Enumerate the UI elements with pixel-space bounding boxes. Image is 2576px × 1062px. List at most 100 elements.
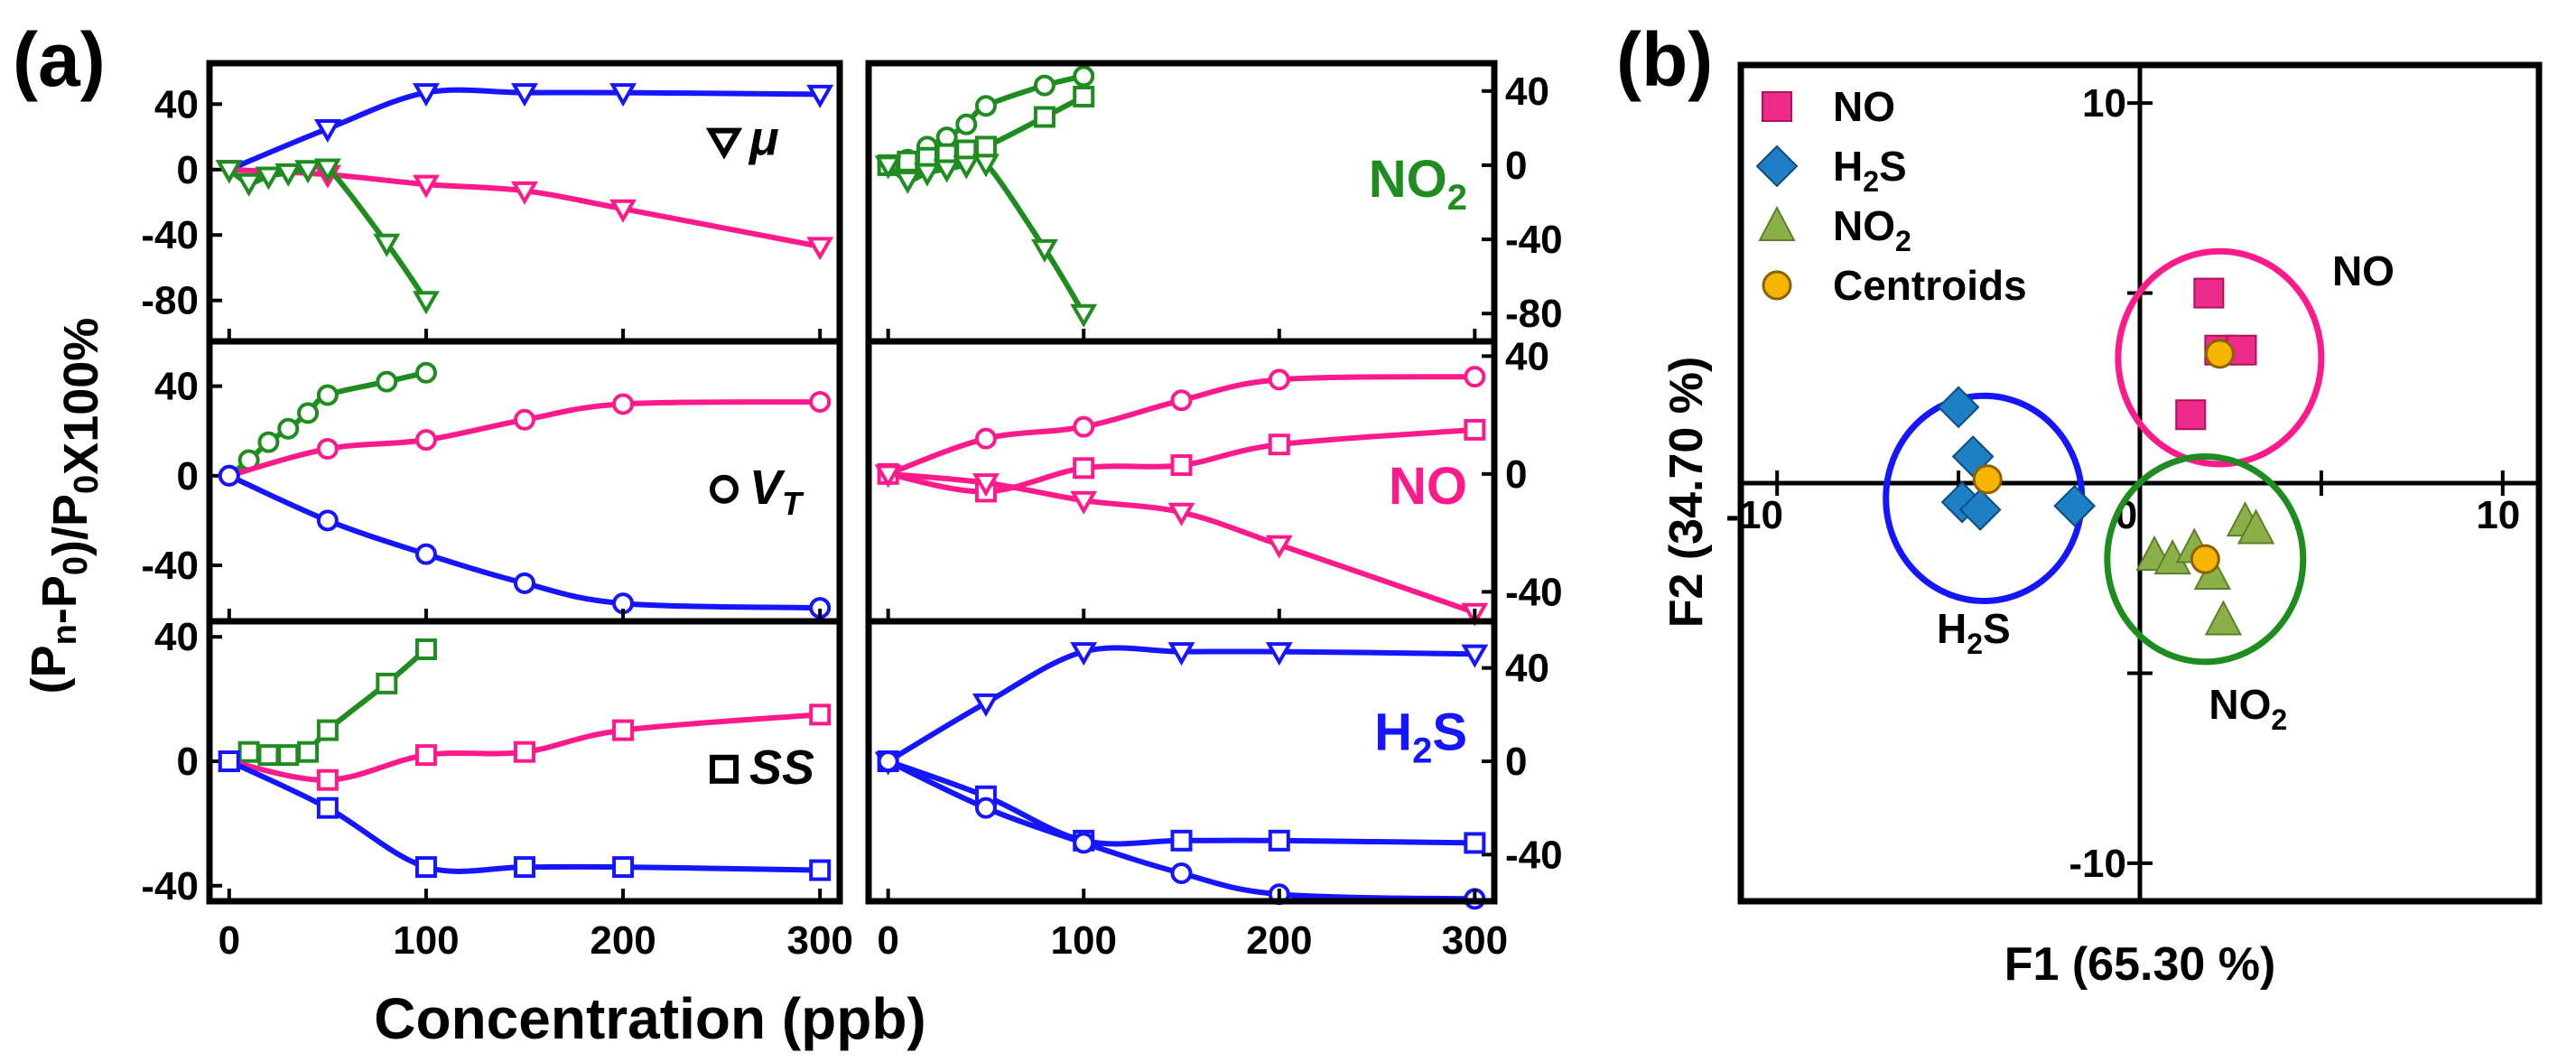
point-NO2-square: [974, 135, 997, 158]
point-NO2-square: [1073, 85, 1095, 107]
point-H2S-triangle-down: [972, 693, 1000, 717]
point-NO2-circle: [955, 113, 978, 135]
point-NO2-triangle-down: [874, 155, 902, 180]
point-H2S-square: [1268, 829, 1290, 852]
point-NO2-square: [316, 719, 339, 741]
point-NO2-circle: [414, 361, 437, 384]
point-NO2-square: [1033, 106, 1056, 128]
point-H2S-circle: [514, 572, 535, 594]
point-H2S-square: [414, 856, 437, 879]
panel-b-label: (b): [1616, 17, 1713, 102]
pca-tick-label: -10: [2069, 842, 2126, 886]
point-H2S-circle: [974, 796, 997, 819]
subplot-μ-left: 40 0 -40 -80 μ: [141, 60, 843, 345]
pca-point-H2S: [1937, 386, 1980, 429]
point-NO2-square: [897, 150, 919, 172]
centroid-NO: [2204, 339, 2235, 369]
point-NO2-triangle-down: [1030, 238, 1058, 263]
y-tick-label: 40: [1505, 70, 1549, 114]
subplot-VT-left: 40 0 -40 VT: [141, 338, 843, 625]
point-NO-square: [1268, 433, 1290, 456]
legend-marker-SS: [710, 754, 739, 784]
point-NO2-triangle-down: [235, 172, 263, 197]
point-NO2-triangle-down: [313, 158, 341, 182]
legend-marker-H2S: [1755, 144, 1799, 188]
gas-label-NO2: NO2: [1369, 150, 1467, 218]
x-tick-label: 0: [219, 918, 240, 963]
panel-a-ylabel: (Pn-P0)/P0X100%: [22, 318, 108, 694]
y-tick-label: -40: [141, 544, 199, 588]
point-H2S-square: [809, 859, 832, 881]
y-tick-label: -40: [1505, 570, 1563, 614]
point-NO-triangle-down: [972, 473, 1000, 498]
pca-tick-label: -10: [1725, 493, 1783, 537]
point-NO-circle: [414, 429, 437, 452]
point-NO-circle: [316, 438, 339, 461]
point-H2S-square: [1170, 829, 1193, 852]
gas-label-NO: NO: [1389, 457, 1467, 516]
legend-label-NO2: NO2: [1833, 202, 1911, 257]
point-NO-square: [514, 741, 535, 763]
point-NO-circle: [1170, 389, 1193, 412]
y-tick-label: 40: [1505, 334, 1549, 378]
point-NO-square: [414, 744, 437, 767]
point-NO2-triangle-down: [215, 160, 243, 184]
panel-a-label: (a): [13, 17, 106, 102]
subplot-μ-right: 40 0 -40 -80 NO2: [865, 60, 1563, 345]
point-NO2-circle: [316, 384, 339, 406]
legend-marker-NO: [1762, 91, 1792, 122]
point-NO-square: [1073, 457, 1095, 480]
x-tick-label: 0: [877, 918, 898, 963]
pca-tick-label: 10: [2476, 493, 2520, 537]
y-tick-label: 0: [177, 148, 199, 192]
point-NO2-triangle-down: [933, 159, 961, 183]
x-tick-label: 100: [393, 918, 459, 963]
panel-a-xlabel: Concentration (ppb): [374, 986, 925, 1051]
point-NO2-circle: [1033, 74, 1056, 97]
point-H2S-circle: [1170, 862, 1193, 884]
point-NO-circle: [1268, 368, 1290, 391]
point-H2S-square: [218, 750, 240, 772]
point-H2S-triangle-down: [1070, 642, 1098, 666]
point-H2S-triangle-down: [1167, 642, 1195, 666]
subplot-frame: [865, 618, 1498, 905]
cluster-label-NO: NO: [2332, 247, 2395, 294]
y-tick-label: 40: [154, 365, 199, 409]
legend-label-H2S: H2S: [1833, 143, 1907, 198]
point-NO2-circle: [277, 417, 300, 440]
pca-point-H2S: [1958, 489, 2002, 531]
point-NO2-triangle-down: [972, 154, 1000, 178]
y-tick-label: -40: [1505, 833, 1563, 877]
series-line-NO-triangle-down: [228, 166, 821, 249]
cluster-label-NO2: NO2: [2209, 681, 2287, 736]
svg-text:(Pn-P0)/P0X100%: (Pn-P0)/P0X100%: [22, 318, 108, 694]
y-tick-label: 0: [1505, 144, 1527, 188]
legend-marker-NO2: [1758, 205, 1796, 241]
point-NO-circle: [809, 390, 832, 413]
point-NO-square: [809, 703, 832, 726]
point-NO2-triangle-down: [274, 163, 302, 187]
panel-b-ylabel: F2 (34.70 %): [1660, 357, 1713, 629]
legend-label-centroid: Centroids: [1833, 262, 2027, 309]
point-H2S-square: [514, 856, 535, 879]
svg-text:F2 (34.70 %): F2 (34.70 %): [1660, 357, 1713, 629]
subplot-VT-right: 40 0 -40 NO: [865, 334, 1563, 627]
y-tick-label: -40: [1505, 218, 1563, 262]
point-NO-circle: [1073, 415, 1095, 438]
y-tick-label: 0: [1505, 740, 1527, 784]
point-NO2-square: [376, 672, 398, 694]
y-tick-label: 40: [154, 82, 199, 126]
point-NO-triangle-down: [874, 464, 902, 489]
point-NO2-circle: [297, 402, 320, 424]
panel-b-xlabel: F1 (65.30 %): [2004, 938, 2276, 991]
point-H2S-circle: [414, 543, 437, 565]
point-NO2-square: [277, 744, 300, 767]
y-tick-label: -80: [141, 279, 199, 323]
point-NO-triangle-down: [412, 174, 440, 199]
subplot-SS-right: 40 0 -40 0 100 200 300 H2S: [865, 618, 1563, 963]
parameter-label: VT: [749, 461, 804, 522]
point-H2S-triangle-down: [806, 84, 834, 108]
point-NO-triangle-down: [1070, 490, 1098, 515]
point-H2S-triangle-down: [511, 83, 538, 107]
